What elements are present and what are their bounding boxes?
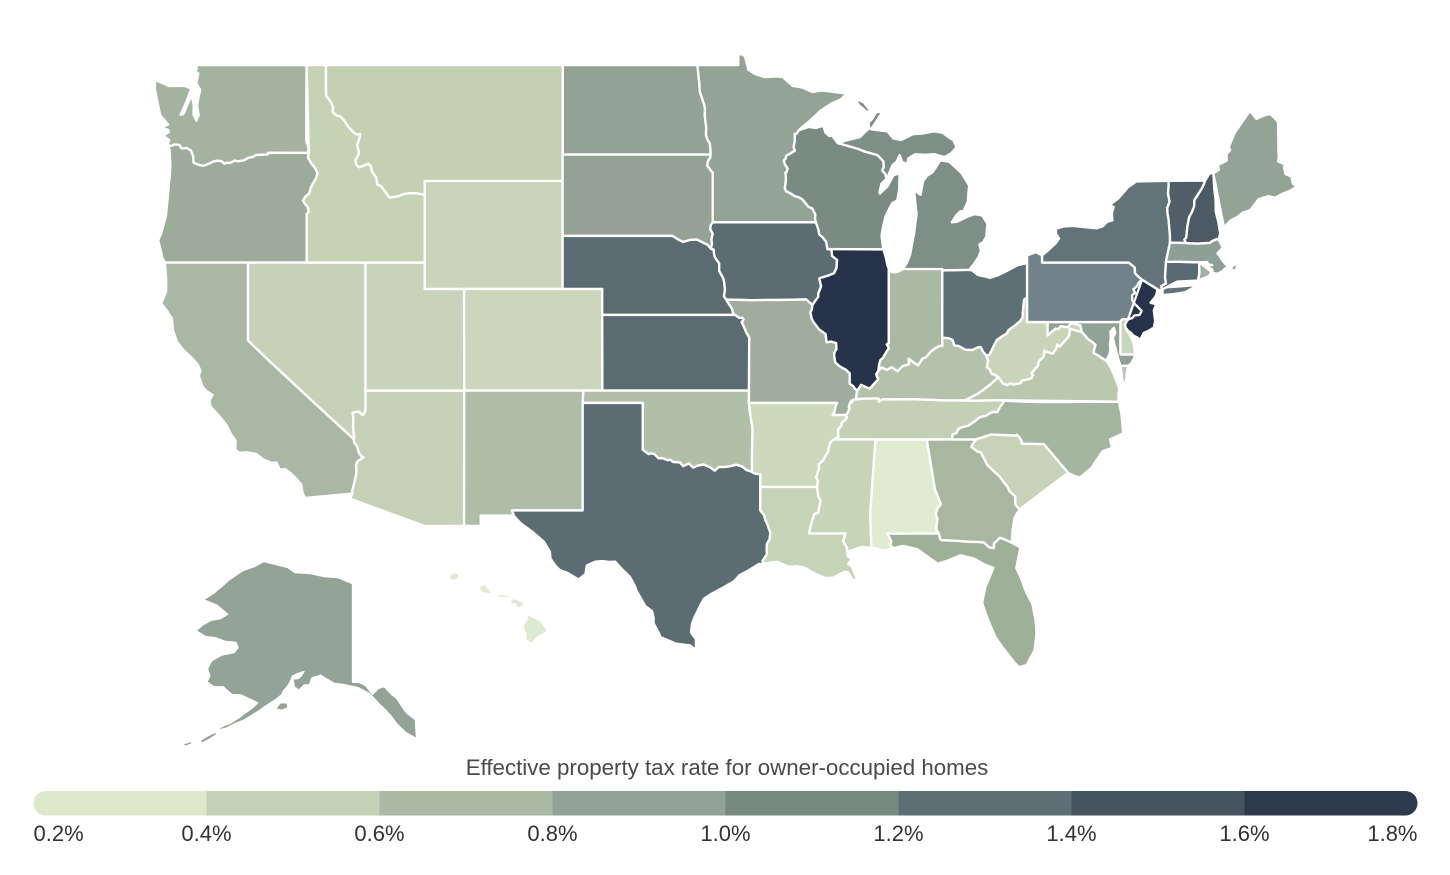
svg-text:0.2%: 0.2% [34,821,84,846]
svg-text:1.2%: 1.2% [873,821,923,846]
svg-text:0.4%: 0.4% [181,821,231,846]
svg-text:Effective property tax rate fo: Effective property tax rate for owner-oc… [466,755,989,780]
svg-text:0.8%: 0.8% [527,821,577,846]
svg-text:1.6%: 1.6% [1219,821,1269,846]
svg-text:1.0%: 1.0% [700,821,750,846]
svg-text:1.4%: 1.4% [1046,821,1096,846]
svg-text:1.8%: 1.8% [1367,821,1417,846]
svg-text:0.6%: 0.6% [354,821,404,846]
